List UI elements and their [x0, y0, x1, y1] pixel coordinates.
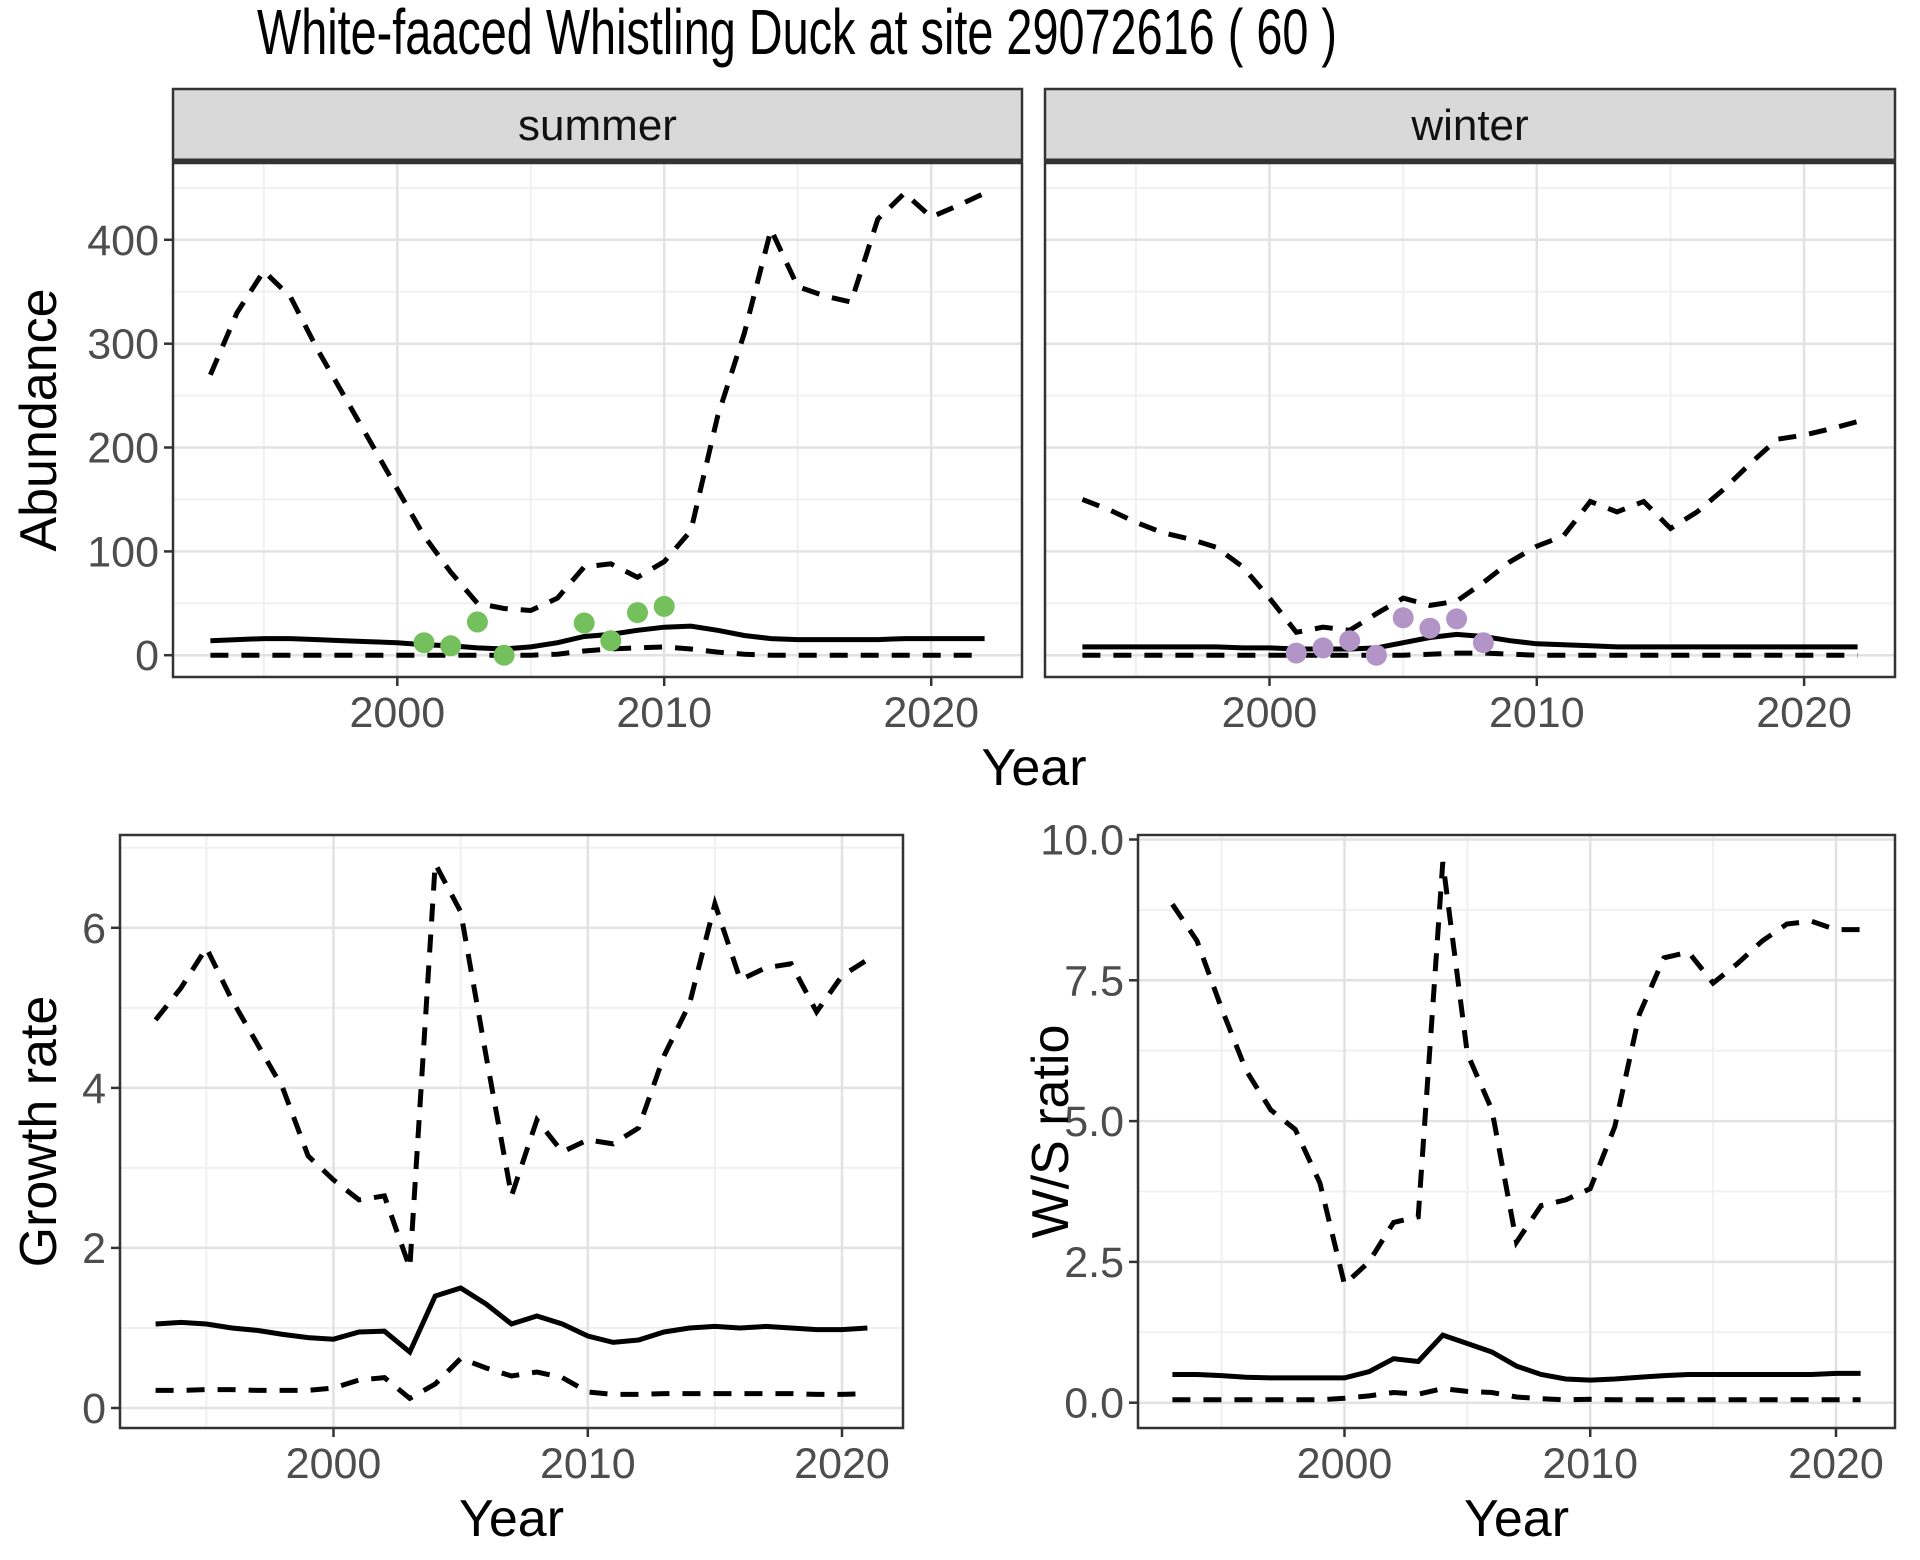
x-axis-title: Year	[1464, 1490, 1569, 1548]
y-tick-label: 0	[135, 632, 159, 680]
panel-border	[1136, 833, 1897, 1430]
x-tick-label: 2000	[1297, 1440, 1393, 1488]
y-tick-label: 200	[87, 425, 159, 473]
facet-label: summer	[518, 101, 677, 150]
lower_ci-line	[210, 644, 985, 658]
data-point	[600, 630, 622, 652]
y-tick-label: 0	[82, 1385, 106, 1433]
data-point	[1365, 644, 1387, 666]
top-x-axis-title: Year	[981, 739, 1086, 797]
y-axis-title: Abundance	[10, 288, 68, 551]
lower_ci-line	[155, 1355, 868, 1402]
data-point	[1446, 608, 1468, 630]
y-tick-label: 5.0	[1064, 1098, 1124, 1146]
panel-growth_rate: 2000 2010 2020 0 2 4 6 Growth rate Year	[10, 833, 905, 1548]
x-tick-label: 2020	[794, 1440, 890, 1488]
x-tick-label: 2020	[883, 689, 979, 737]
median-line	[1082, 631, 1858, 652]
summer_observations	[413, 595, 675, 666]
upper_ci-line	[153, 854, 869, 1269]
data-point	[440, 635, 462, 657]
y-tick-label: 0.0	[1064, 1380, 1124, 1428]
panel-border	[118, 833, 905, 1430]
facet-strip	[1043, 87, 1897, 162]
panel-background	[173, 163, 1022, 677]
x-tick-label: 2000	[286, 1440, 382, 1488]
median-line	[155, 1285, 868, 1356]
x-tick-label: 2010	[540, 1440, 636, 1488]
data-point	[1339, 630, 1361, 652]
x-axis-title: Year	[459, 1490, 564, 1548]
data-point	[573, 612, 595, 634]
facet-label: winter	[1410, 101, 1528, 150]
x-tick-label: 2000	[349, 689, 445, 737]
x-tick-label: 2010	[616, 689, 712, 737]
x-tick-label: 2020	[1788, 1440, 1884, 1488]
upper_ci-line	[1081, 419, 1859, 636]
data-point	[493, 644, 515, 666]
y-tick-label: 2	[82, 1225, 106, 1273]
data-point	[1472, 632, 1494, 654]
upper_ci-line	[208, 189, 986, 614]
panel-background	[1138, 835, 1895, 1428]
median-line	[210, 623, 985, 652]
y-tick-label: 4	[82, 1065, 106, 1113]
x-tick-label: 2020	[1756, 689, 1852, 737]
y-tick-label: 300	[87, 321, 159, 369]
y-tick-label: 6	[82, 905, 106, 953]
x-tick-label: 2010	[1542, 1440, 1638, 1488]
panel-ws_ratio: 2000 2010 2020 0.0 2.5 5.0 7.5 10.0 W/S ratio Yea…	[1022, 817, 1897, 1548]
data-point	[1312, 637, 1334, 659]
y-tick-label: 400	[87, 217, 159, 265]
y-tick-label: 100	[87, 528, 159, 576]
x-tick-label: 2000	[1222, 689, 1318, 737]
y-tick-label: 10.0	[1040, 817, 1124, 865]
data-point	[1392, 607, 1414, 629]
y-tick-label: 7.5	[1064, 957, 1124, 1005]
panel-abundance_winter: 2000 2010 2020 winter	[1043, 87, 1897, 737]
lower_ci-line	[1082, 650, 1858, 658]
y-tick-label: 2.5	[1064, 1239, 1124, 1287]
x-tick-label: 2010	[1489, 689, 1585, 737]
data-point	[413, 632, 435, 654]
data-point	[1285, 642, 1307, 664]
facet-strip	[171, 87, 1024, 162]
panel-background	[120, 835, 903, 1428]
winter_observations	[1285, 607, 1494, 666]
data-point	[466, 611, 488, 633]
median-line	[1172, 1332, 1861, 1383]
upper_ci-line	[1170, 861, 1861, 1290]
lower_ci-line	[1172, 1386, 1861, 1403]
data-point	[627, 602, 648, 624]
y-axis-title: W/S ratio	[1022, 1025, 1080, 1239]
panel-abundance_summer: 2000 2010 2020 0 100 200 300 400 summer Abundance	[10, 87, 1024, 737]
y-axis-title: Growth rate	[10, 996, 68, 1268]
chart-title: White-faaced Whistling Duck at site 2907…	[257, 0, 1337, 68]
data-point	[1419, 617, 1441, 639]
data-point	[653, 595, 675, 617]
